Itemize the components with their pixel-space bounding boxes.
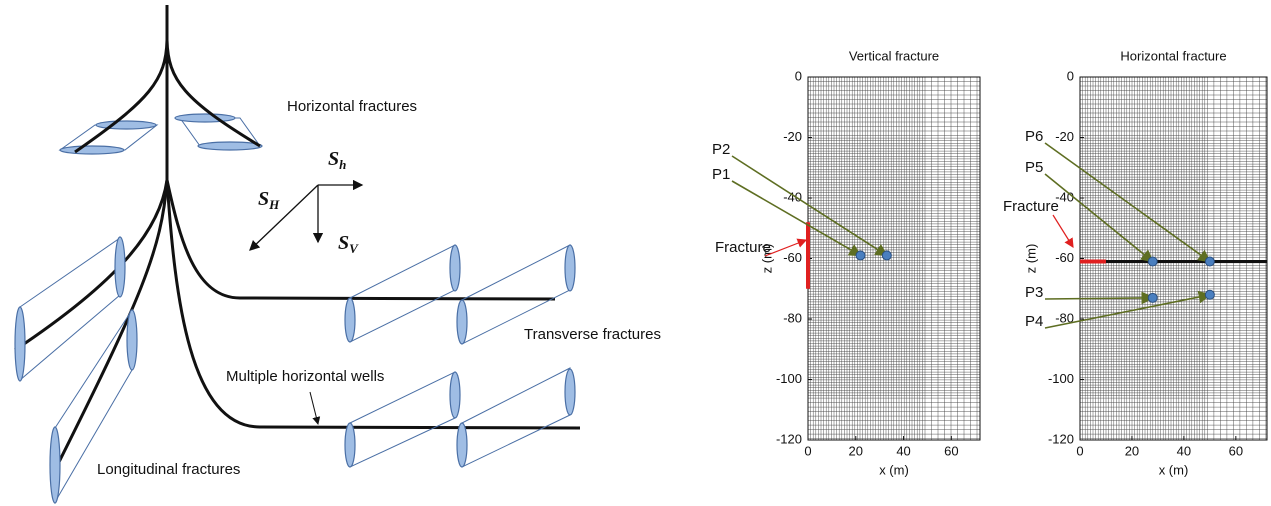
x-tick-label: 60 [1229, 443, 1243, 458]
point [882, 251, 891, 260]
point [1205, 290, 1214, 299]
figure: Sh SH SV Horizontal fractures Transverse… [0, 0, 1271, 506]
x-tick-label: 40 [896, 443, 910, 458]
x-axis-label: x (m) [879, 462, 909, 477]
y-tick-label: 0 [795, 68, 802, 83]
point [1148, 293, 1157, 302]
fracture-label: Fracture [1003, 198, 1059, 215]
y-tick-label: -120 [1048, 431, 1074, 446]
point-label: P4 [1025, 313, 1043, 330]
y-tick-label: -100 [776, 371, 802, 386]
point-arrow [1045, 174, 1153, 262]
x-tick-label: 0 [804, 443, 811, 458]
y-tick-label: -20 [783, 129, 802, 144]
x-tick-label: 20 [849, 443, 863, 458]
x-axis-label: x (m) [1159, 462, 1189, 477]
y-axis-label: z (m) [1023, 244, 1038, 274]
point-label: P1 [712, 166, 730, 183]
label: Multiple horizontal wells [226, 368, 384, 385]
well-diagram: Sh SH SV Horizontal fractures Transverse… [15, 5, 661, 503]
label: Longitudinal fractures [97, 461, 240, 478]
y-tick-label: -80 [783, 310, 802, 325]
y-tick-label: -100 [1048, 371, 1074, 386]
point-arrow [1045, 298, 1153, 299]
horizontal-fracture-plates [60, 114, 262, 154]
point-label: P5 [1025, 159, 1043, 176]
x-tick-label: 20 [1125, 443, 1139, 458]
plot: Horizontal fracture x (m) z (m) 0 20 40 60 0 -20… [1003, 48, 1267, 477]
point-label: P2 [712, 141, 730, 158]
y-tick-label: -120 [776, 431, 802, 446]
stress-label: SV [338, 232, 359, 256]
transverse-fractures [345, 245, 575, 467]
fracture-arrow [1053, 215, 1073, 247]
mesh [808, 77, 980, 440]
fracture-label: Fracture [715, 239, 771, 256]
mesh [1080, 77, 1267, 440]
pointer [310, 392, 318, 424]
chart-title: Horizontal fracture [1120, 48, 1226, 63]
point-label: P3 [1025, 284, 1043, 301]
charts: Vertical fracture x (m) z (m) 0 20 40 60 0 -20 -4… [712, 48, 1267, 477]
stress-label: SH [258, 188, 280, 212]
y-tick-label: 0 [1067, 68, 1074, 83]
label: Transverse fractures [524, 326, 661, 343]
y-tick-label: -60 [1055, 250, 1074, 265]
point-label: P6 [1025, 128, 1043, 145]
x-tick-label: 40 [1177, 443, 1191, 458]
point [856, 251, 865, 260]
point [1148, 257, 1157, 266]
y-tick-label: -40 [783, 189, 802, 204]
x-tick-label: 60 [944, 443, 958, 458]
y-tick-label: -20 [1055, 129, 1074, 144]
stress-label: Sh [328, 148, 346, 172]
point [1205, 257, 1214, 266]
y-tick-label: -60 [783, 250, 802, 265]
wellbores [15, 5, 580, 470]
x-tick-label: 0 [1076, 443, 1083, 458]
label: Horizontal fractures [287, 98, 417, 115]
chart-title: Vertical fracture [849, 48, 939, 63]
